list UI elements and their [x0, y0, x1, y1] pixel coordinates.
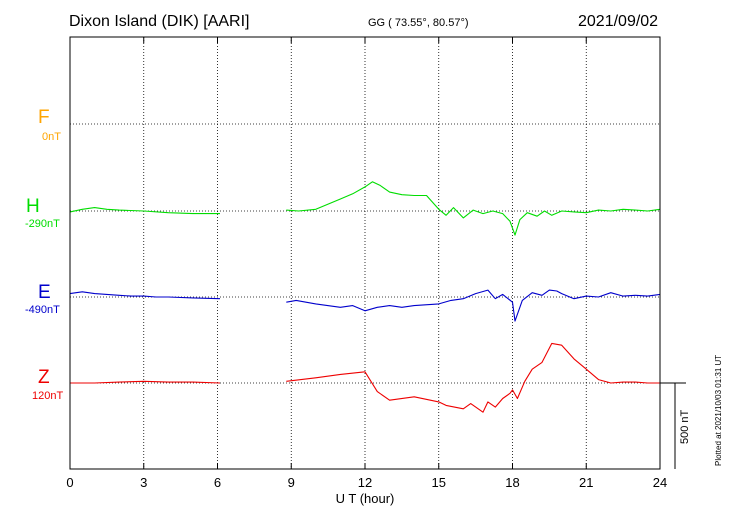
x-axis-title: U T (hour) [335, 491, 395, 506]
series-line-H-0 [69, 207, 220, 215]
date-label: 2021/09/02 [578, 13, 659, 30]
x-tick-label: 6 [213, 475, 222, 490]
x-tick-label: 21 [579, 475, 594, 490]
geographic-coords: GG ( 73.55°, 80.57°) [368, 17, 469, 29]
x-tick-label: 15 [431, 475, 446, 490]
series-line-E-0 [69, 291, 221, 300]
x-tick-label: 0 [66, 475, 74, 490]
series-label-F: F [38, 107, 50, 128]
series-label-Z: Z [38, 367, 50, 388]
x-tick-label: 24 [652, 475, 668, 490]
station-title: Dixon Island (DIK) [AARI] [69, 13, 250, 30]
baseline-label-H: -290nT [25, 218, 60, 230]
baseline-label-Z: 120nT [32, 390, 64, 402]
plotted-timestamp: Plotted at 2021/10/03 01:31 UT [714, 354, 723, 466]
x-tick-label: 12 [357, 475, 373, 490]
x-tick-label: 9 [287, 475, 295, 490]
x-tick-label: 18 [505, 475, 520, 490]
series-line-E-1 [286, 289, 661, 322]
tick-layer [69, 37, 661, 469]
baseline-label-E: -490nT [25, 304, 60, 316]
series-label-E: E [38, 282, 51, 303]
series-line-H-1 [286, 181, 661, 236]
series-line-Z-1 [286, 342, 660, 413]
baseline-label-F: 0nT [42, 131, 61, 143]
scale-bar-label: 500 nT [679, 409, 691, 444]
grid-layer [70, 37, 660, 469]
series-line-Z-0 [70, 380, 221, 384]
series-label-H: H [26, 196, 40, 217]
scale-bar [660, 382, 686, 469]
series-layer [69, 181, 661, 413]
x-tick-label: 3 [140, 475, 148, 490]
